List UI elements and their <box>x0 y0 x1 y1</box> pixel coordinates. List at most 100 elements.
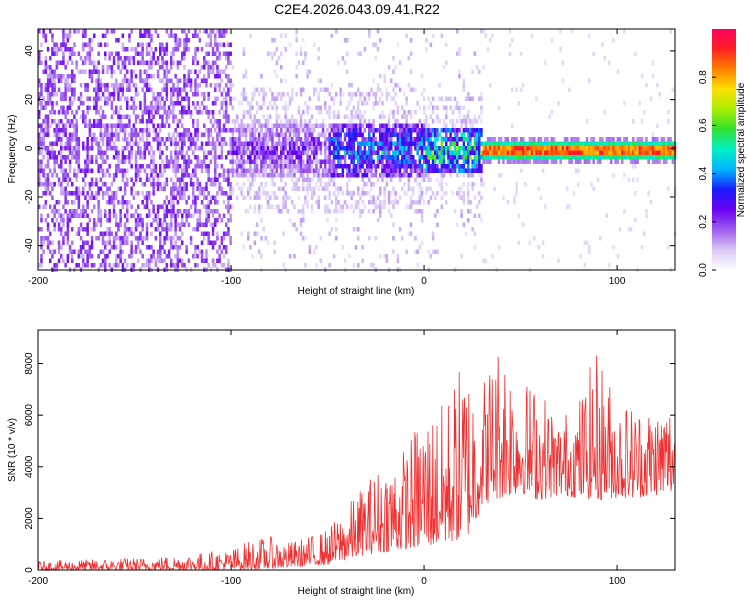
spectrogram-cell <box>515 146 518 151</box>
spectrogram-cell <box>541 159 545 164</box>
spectrogram-cell <box>200 222 204 227</box>
spectrogram-cell <box>220 141 224 146</box>
spectrogram-cell <box>189 132 193 137</box>
spectrogram-cell <box>117 168 120 173</box>
spectrogram-cell <box>447 168 450 173</box>
spectrogram-cell <box>181 114 184 119</box>
spectrogram-cell <box>196 110 199 115</box>
spectrogram-cell <box>365 141 369 146</box>
spectrogram-cell <box>275 110 279 115</box>
spectrogram-cell <box>44 65 48 70</box>
spectrogram-cell <box>214 173 217 178</box>
spectrogram-cell <box>513 141 516 146</box>
spectrogram-cell <box>110 83 114 88</box>
spectrogram-cell <box>612 146 615 151</box>
spectrogram-cell <box>86 213 89 218</box>
spectrogram-cell <box>462 105 466 110</box>
spectrogram-cell <box>134 141 138 146</box>
spectrogram-cell <box>170 65 173 70</box>
spectrogram-cell <box>381 101 384 106</box>
spectrogram-cell <box>473 146 477 151</box>
x-tick-label: -200 <box>28 576 48 587</box>
spectrogram-cell <box>88 38 92 43</box>
spectrogram-cell <box>332 182 336 187</box>
spectrogram-cell <box>482 159 485 164</box>
spectrogram-cell <box>436 137 439 142</box>
spectrogram-cell <box>247 101 250 106</box>
spectrogram-cell <box>178 42 182 47</box>
spectrogram-cell <box>405 146 408 151</box>
spectrogram-cell <box>559 155 562 160</box>
spectrogram-cell <box>104 213 107 218</box>
spectrogram-cell <box>350 83 353 88</box>
spectrogram-cell <box>605 137 609 142</box>
spectrogram-cell <box>310 132 314 137</box>
spectrogram-cell <box>363 191 367 196</box>
spectrogram-cell <box>44 87 48 92</box>
spectrogram-cell <box>57 78 61 83</box>
spectrogram-cell <box>68 87 72 92</box>
spectrogram-cell <box>376 47 380 52</box>
spectrogram-cell <box>302 218 305 223</box>
spectrogram-cell <box>115 128 118 133</box>
spectrogram-cell <box>407 173 411 178</box>
spectrogram-cell <box>363 101 367 106</box>
spectrogram-cell <box>97 204 100 209</box>
spectrogram-cell <box>126 182 129 187</box>
spectrogram-cell <box>172 110 175 115</box>
spectrogram-cell <box>170 191 173 196</box>
spectrogram-cell <box>126 56 129 61</box>
spectrogram-cell <box>145 258 149 263</box>
spectrogram-cell <box>409 69 413 74</box>
spectrogram-cell <box>412 87 415 92</box>
spectrogram-cell <box>326 87 329 92</box>
spectrogram-cell <box>326 159 329 164</box>
spectrogram-cell <box>44 177 48 182</box>
spectrogram-cell <box>227 60 230 65</box>
spectrogram-cell <box>420 240 424 245</box>
spectrogram-cell <box>451 155 455 160</box>
spectrogram-cell <box>387 137 391 142</box>
spectrogram-cell <box>651 141 655 146</box>
spectrogram-cell <box>90 78 94 83</box>
spectrogram-cell <box>222 110 226 115</box>
spectrogram-cell <box>519 146 523 151</box>
spectrogram-cell <box>605 155 609 160</box>
spectrogram-cell <box>64 114 67 119</box>
spectrogram-cell <box>119 209 122 214</box>
spectrogram-cell <box>163 164 166 169</box>
spectrogram-cell <box>53 164 56 169</box>
spectrogram-cell <box>225 29 228 34</box>
spectrogram-cell <box>150 119 153 124</box>
spectrogram-cell <box>99 105 103 110</box>
spectrogram-cell <box>363 173 367 178</box>
spectrogram-cell <box>416 263 419 268</box>
spectrogram-cell <box>359 209 362 214</box>
spectrogram-cell <box>192 195 195 200</box>
spectrogram-cell <box>291 150 294 155</box>
spectrogram-cell <box>229 141 232 146</box>
spectrogram-cell <box>266 141 270 146</box>
spectrogram-cell <box>238 137 241 142</box>
spectrogram-cell <box>418 105 422 110</box>
spectrogram-cell <box>379 137 382 142</box>
spectrogram-cell <box>372 182 375 187</box>
spectrogram-cell <box>88 105 92 110</box>
spectrogram-cell <box>471 227 474 232</box>
spectrogram-cell <box>284 182 287 187</box>
spectrogram-cell <box>97 83 100 88</box>
spectrogram-cell <box>557 101 560 106</box>
spectrogram-cell <box>51 195 54 200</box>
spectrogram-cell <box>97 74 100 79</box>
spectrogram-cell <box>612 245 615 250</box>
spectrogram-cell <box>139 69 142 74</box>
spectrogram-cell <box>295 123 298 128</box>
spectrogram-cell <box>231 173 235 178</box>
spectrogram-cell <box>511 150 514 155</box>
spectrogram-cell <box>464 168 468 173</box>
spectrogram-cell <box>255 222 259 227</box>
spectrogram-cell <box>302 186 305 191</box>
spectrogram-cell <box>621 146 624 151</box>
spectrogram-cell <box>464 155 468 160</box>
spectrogram-cell <box>328 263 331 268</box>
